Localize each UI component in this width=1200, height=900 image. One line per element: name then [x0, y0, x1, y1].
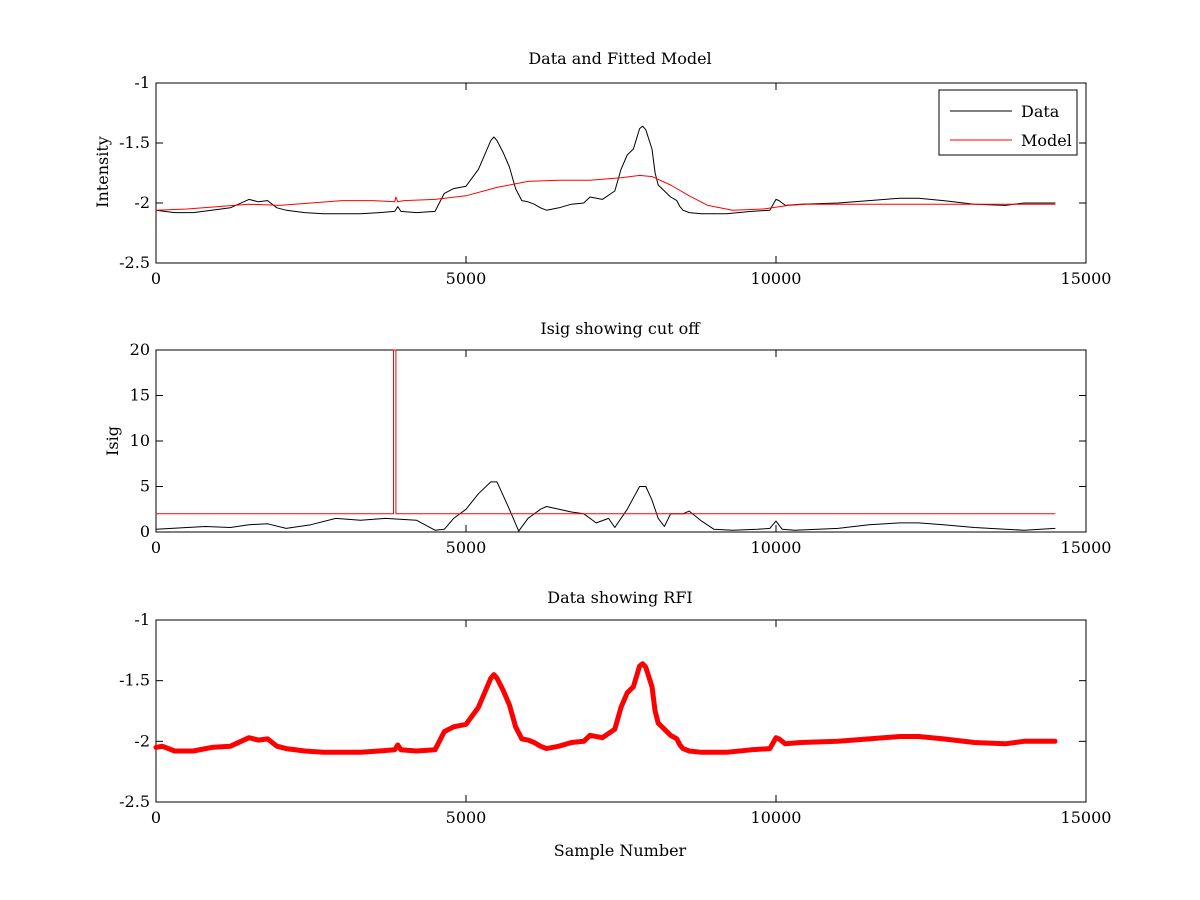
- y-tick-labels: -2.5 -2 -1.5 -1: [119, 73, 150, 272]
- axis-ticks: [155, 349, 1087, 533]
- series-cut-off: [155, 349, 1056, 515]
- y-tick-label: -1.5: [119, 133, 150, 152]
- legend-label-data: Data: [1021, 102, 1060, 121]
- series-isig: [155, 481, 1056, 532]
- legend: Data Model: [938, 89, 1078, 156]
- series-data-rfi: [153, 661, 1058, 755]
- panel-isig-showing-cut-off: Isig showing cut off Isig 0 5000 10000 1500…: [103, 319, 1111, 557]
- y-tick-label: -2.5: [119, 792, 150, 811]
- plot-area: [155, 349, 1087, 533]
- panel-title: Data and Fitted Model: [528, 49, 711, 68]
- y-tick-label: -2: [134, 193, 150, 212]
- x-tick-label: 0: [151, 538, 161, 557]
- panel-data-showing-rfi: Data showing RFI 0 5000 10000 15000 -2.5-2-…: [119, 588, 1111, 860]
- x-tick-label: 0: [151, 808, 161, 827]
- x-tick-label: 10000: [751, 808, 802, 827]
- panel-data-and-fitted-model: Data and Fitted Model Intensity 0 5000 100…: [93, 49, 1111, 288]
- series-layer: [155, 125, 1056, 215]
- y-tick-label: 20: [130, 340, 150, 359]
- x-tick-label: 15000: [1061, 269, 1112, 288]
- panel-title: Isig showing cut off: [540, 319, 701, 338]
- x-tick-label: 10000: [751, 269, 802, 288]
- y-tick-label: 10: [130, 431, 150, 450]
- series-model: [155, 174, 1056, 211]
- x-tick-label: 5000: [446, 538, 487, 557]
- x-tick-labels: 0 5000 10000 15000: [151, 808, 1112, 827]
- y-tick-label: -1: [134, 610, 150, 629]
- axis-ticks: [155, 619, 1087, 803]
- x-tick-label: 15000: [1061, 538, 1112, 557]
- x-axis-label: Sample Number: [554, 841, 687, 860]
- x-tick-label: 0: [151, 269, 161, 288]
- y-tick-label: 15: [130, 386, 150, 405]
- y-tick-labels: -2.5 -2 -1.5 -1: [119, 610, 150, 811]
- x-tick-label: 15000: [1061, 808, 1112, 827]
- x-tick-labels: 0 5000 10000 15000: [151, 269, 1112, 288]
- x-tick-label: 10000: [751, 538, 802, 557]
- series-layer: [155, 349, 1056, 532]
- y-tick-label: -2: [134, 731, 150, 750]
- y-tick-labels: 0 5 10 15 20: [130, 340, 150, 541]
- y-axis-label: Intensity: [93, 136, 112, 208]
- y-tick-label: -2.5: [119, 253, 150, 272]
- series-layer: [153, 661, 1058, 755]
- x-tick-label: 5000: [446, 269, 487, 288]
- y-tick-label: -1: [134, 73, 150, 92]
- y-tick-label: -1.5: [119, 671, 150, 690]
- y-axis-label: Isig: [103, 426, 122, 456]
- panel-title: Data showing RFI: [547, 588, 692, 607]
- plot-area: [155, 82, 1087, 264]
- y-tick-label: 5: [140, 477, 150, 496]
- legend-label-model: Model: [1021, 131, 1072, 150]
- x-tick-labels: 0 5000 10000 15000: [151, 538, 1112, 557]
- legend-box: [938, 89, 1078, 156]
- axis-ticks: [155, 82, 1087, 264]
- series-data: [155, 125, 1056, 215]
- x-tick-label: 5000: [446, 808, 487, 827]
- y-tick-label: 0: [140, 522, 150, 541]
